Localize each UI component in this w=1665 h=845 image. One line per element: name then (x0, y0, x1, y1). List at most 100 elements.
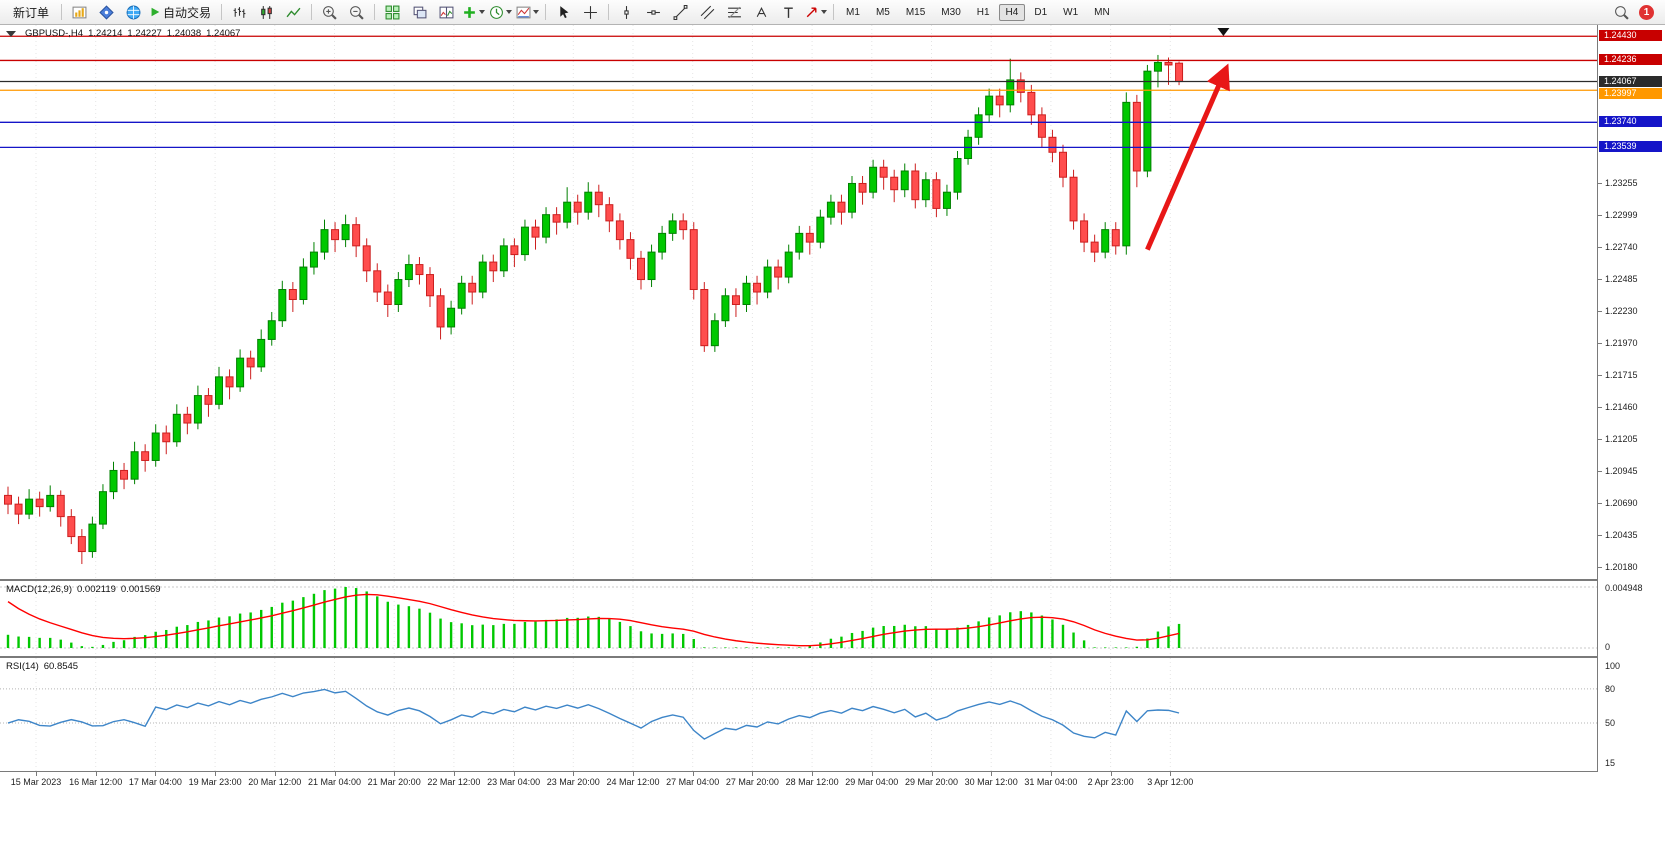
time-axis-tick (215, 772, 217, 776)
rsi-svg[interactable] (0, 658, 1597, 771)
zoom-in-button[interactable] (316, 2, 343, 22)
zoom-out-button[interactable] (343, 2, 370, 22)
timeframe-mn-button[interactable]: MN (1094, 6, 1110, 18)
timeframe-m1-button[interactable]: M1 (846, 6, 860, 18)
time-axis-tick (394, 772, 396, 776)
arrange-windows-button[interactable] (433, 2, 460, 22)
terminal-icon (126, 5, 141, 19)
autotrading-button[interactable]: 自动交易 (147, 2, 217, 22)
trendline-button[interactable] (667, 2, 694, 22)
time-axis-tick (752, 772, 754, 776)
rsi-value: 60.8545 (43, 661, 79, 672)
macd-panel[interactable]: MACD(12,26,9) 0.002119 0.001569 (0, 581, 1597, 658)
price-chart-svg[interactable] (0, 25, 1597, 579)
timeframe-h1-button[interactable]: H1 (976, 6, 990, 18)
horizontal-line-button[interactable] (640, 2, 667, 22)
time-axis-label: 27 Mar 04:00 (666, 777, 720, 787)
autotrading-label: 自动交易 (163, 5, 212, 20)
chevron-down-icon (533, 9, 540, 14)
time-axis-label: 15 Mar 2023 (10, 777, 62, 787)
channel-button[interactable] (694, 2, 721, 22)
one-click-trading-toggle-icon[interactable] (6, 30, 16, 37)
price-panel[interactable]: GBPUSD-,H4 1.24214 1.24227 1.24038 1.240… (0, 25, 1597, 581)
price-axis-tick (1598, 182, 1602, 184)
price-badge: 1.23539 (1599, 141, 1662, 153)
terminal-button[interactable] (120, 2, 147, 22)
timeframe-group: M1 M5 M15 M30 H1 H4 D1 W1 MN (838, 3, 1118, 21)
shapes-button[interactable] (802, 2, 829, 22)
time-axis-label: 31 Mar 04:00 (1024, 777, 1078, 787)
periods-button[interactable] (487, 2, 514, 22)
market-watch-button[interactable] (66, 2, 93, 22)
time-axis-label: 3 Apr 12:00 (1147, 777, 1194, 787)
timeframe-m5-button[interactable]: M5 (875, 6, 890, 18)
macd-svg[interactable] (0, 581, 1597, 656)
time-axis-label: 19 Mar 23:00 (188, 777, 242, 787)
search-icon (1615, 5, 1629, 20)
fibonacci-button[interactable] (721, 2, 748, 22)
macd-label: MACD(12,26,9) (6, 584, 72, 595)
price-axis-label: 1.20690 (1605, 497, 1638, 508)
price-axis-label: 1.22740 (1605, 242, 1638, 253)
horizontal-line-icon (647, 9, 660, 15)
arrange-windows-icon (439, 6, 454, 18)
timeframe-m15-button[interactable]: M15 (905, 6, 926, 18)
templates-button[interactable] (514, 2, 541, 22)
price-axis-tick (1598, 247, 1602, 249)
trend-arrow-annotation (1145, 63, 1230, 251)
time-axis-tick (274, 772, 276, 776)
price-axis-label: 1.20180 (1605, 561, 1638, 572)
bar-chart-button[interactable] (226, 2, 253, 22)
time-axis-tick (95, 772, 97, 776)
chart-high: 1.24227 (127, 28, 162, 39)
price-badge: 1.23740 (1599, 116, 1662, 128)
time-axis-tick (334, 772, 336, 776)
navigator-button[interactable] (93, 2, 120, 22)
cursor-button[interactable] (550, 2, 577, 22)
chevron-down-icon (506, 9, 513, 14)
timeframe-h4-button[interactable]: H4 (998, 3, 1026, 21)
label-icon (784, 7, 793, 18)
label-button[interactable] (775, 2, 802, 22)
text-button[interactable] (748, 2, 775, 22)
time-axis[interactable]: 15 Mar 2023 16 Mar 12:00 17 Mar 04:00 19 Ma… (0, 772, 1597, 790)
time-axis-label: 29 Mar 20:00 (904, 777, 959, 787)
main-toolbar: 新订单 自动交易 M1 M5 M15 M30 H1 H4 D1 W1 MN 1 (0, 0, 1665, 25)
text-icon (756, 6, 767, 17)
vertical-line-button[interactable] (613, 2, 640, 22)
rsi-axis-label: 15 (1605, 758, 1616, 768)
price-axis[interactable]: 1.23255 1.22999 1.22740 1.22485 1.22230 1.219… (1597, 25, 1665, 772)
candlestick-chart-button[interactable] (253, 2, 280, 22)
time-axis-tick (155, 772, 157, 776)
time-axis-label: 21 Mar 04:00 (307, 777, 362, 787)
time-axis-label: 23 Mar 04:00 (487, 777, 541, 787)
time-axis-label: 22 Mar 12:00 (427, 777, 481, 787)
rsi-panel[interactable]: RSI(14) 60.8545 (0, 658, 1597, 772)
crosshair-button[interactable] (577, 2, 604, 22)
tile-windows-button[interactable] (379, 2, 406, 22)
line-chart-button[interactable] (280, 2, 307, 22)
channel-icon (700, 5, 715, 19)
search-button[interactable] (1608, 2, 1635, 22)
notification-badge[interactable]: 1 (1639, 4, 1654, 20)
timeframe-d1-button[interactable]: D1 (1034, 6, 1048, 18)
time-axis-tick (931, 772, 933, 776)
new-order-button[interactable]: 新订单 (5, 2, 57, 22)
time-axis-label: 2 Apr 23:00 (1087, 777, 1134, 787)
rsi-label-row: RSI(14) 60.8545 (6, 661, 78, 672)
rsi-axis-label: 80 (1605, 683, 1616, 694)
timeframe-m30-button[interactable]: M30 (941, 6, 961, 18)
price-axis-label: 1.21460 (1605, 401, 1638, 412)
market-watch-icon (72, 6, 87, 18)
cascade-windows-button[interactable] (406, 2, 433, 22)
rsi-axis-label: 100 (1605, 661, 1621, 671)
chevron-down-icon (479, 9, 486, 14)
indicators-button[interactable] (460, 2, 487, 22)
price-axis-tick (1598, 278, 1602, 280)
price-axis-tick (1598, 406, 1602, 408)
price-axis-tick (1598, 374, 1602, 376)
timeframe-w1-button[interactable]: W1 (1063, 6, 1079, 18)
time-axis-label: 23 Mar 20:00 (546, 777, 600, 787)
time-axis-tick (453, 772, 455, 776)
time-axis-label: 30 Mar 12:00 (964, 777, 1018, 787)
